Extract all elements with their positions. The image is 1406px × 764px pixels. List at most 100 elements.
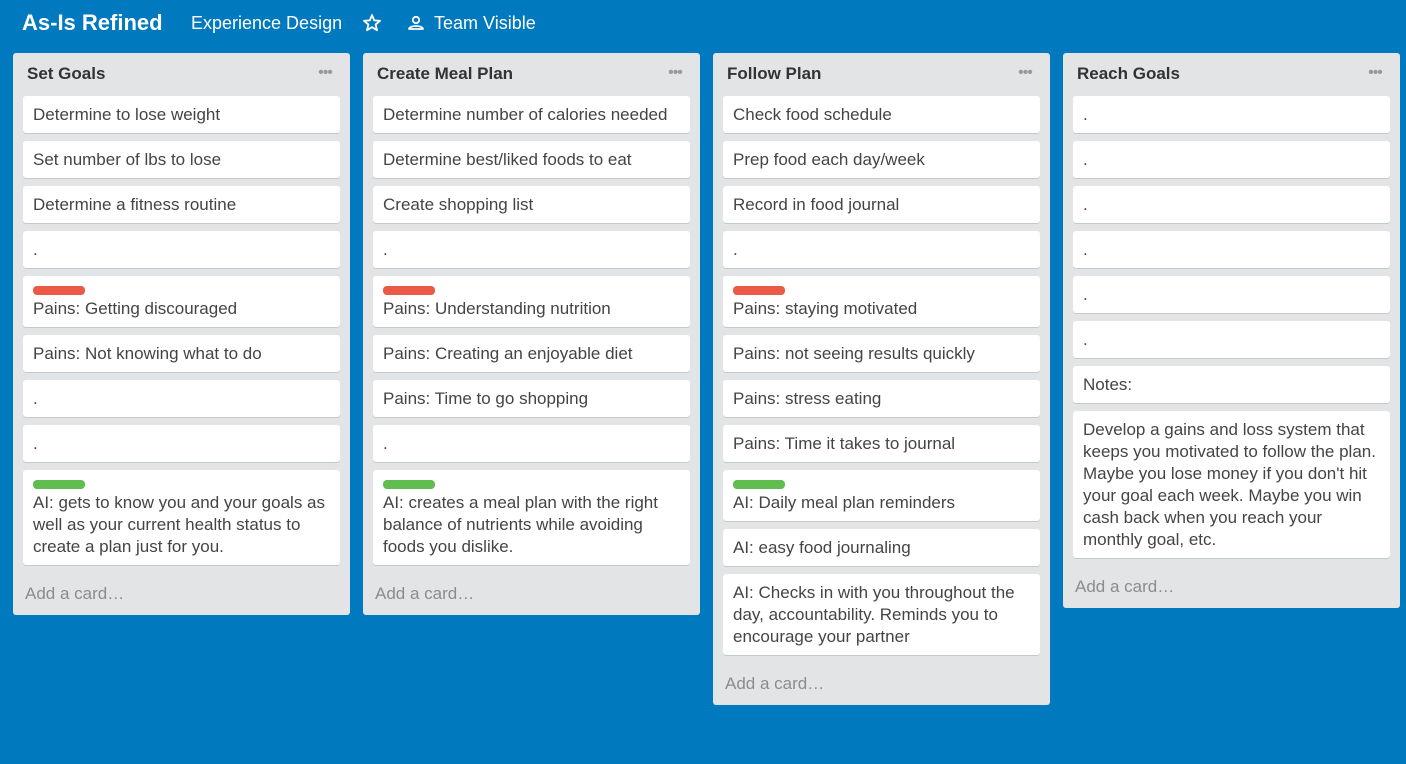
list-follow-plan: Follow Plan ••• Check food schedule Prep… [713,53,1050,705]
list-title[interactable]: Reach Goals [1077,64,1180,83]
card-text: AI: creates a meal plan with the right b… [383,493,658,556]
card-text: . [33,240,38,259]
card-text: Determine a fitness routine [33,195,237,214]
card-text: Pains: Time it takes to journal [733,434,956,453]
card[interactable]: Pains: Getting discouraged [23,276,340,327]
add-card-button[interactable]: Add a card… [375,584,475,603]
card[interactable]: Pains: Not knowing what to do [23,335,340,372]
list-create-meal-plan: Create Meal Plan ••• Determine number of… [363,53,700,615]
card[interactable]: Create shopping list [373,186,690,223]
card-text: Determine number of calories needed [383,105,668,124]
card[interactable]: Record in food journal [723,186,1040,223]
card-text: . [1083,330,1088,349]
card[interactable]: Pains: Time to go shopping [373,380,690,417]
card[interactable]: . [373,425,690,462]
card-text: Pains: Getting discouraged [33,299,238,318]
card-label-red [383,286,435,295]
card[interactable]: Check food schedule [723,96,1040,133]
card[interactable]: Pains: Creating an enjoyable diet [373,335,690,372]
star-icon[interactable] [362,13,382,33]
card[interactable]: . [1073,231,1390,268]
add-card-button[interactable]: Add a card… [25,584,125,603]
card-text: Pains: not seeing results quickly [733,344,975,363]
card-text: Set number of lbs to lose [33,150,222,169]
more-horizontal-icon[interactable]: ••• [318,64,333,81]
card[interactable]: . [1073,276,1390,313]
card-label-red [33,286,85,295]
list-header: Follow Plan ••• [723,53,1040,96]
card-text: Notes: [1083,375,1133,394]
list-title[interactable]: Set Goals [27,64,106,83]
card-text: Pains: staying motivated [733,299,918,318]
card-text: . [1083,105,1088,124]
card-text: . [1083,195,1088,214]
card[interactable]: Pains: Time it takes to journal [723,425,1040,462]
card[interactable]: AI: Checks in with you throughout the da… [723,574,1040,655]
more-horizontal-icon[interactable]: ••• [1368,64,1383,81]
card-text: . [383,434,388,453]
card[interactable]: Pains: stress eating [723,380,1040,417]
list-header: Reach Goals ••• [1073,53,1390,96]
card[interactable]: . [373,231,690,268]
add-card-button[interactable]: Add a card… [725,674,825,693]
add-card-button[interactable]: Add a card… [1075,577,1175,596]
card[interactable]: AI: creates a meal plan with the right b… [373,470,690,565]
list-reach-goals: Reach Goals ••• . . . . . . Notes: Devel… [1063,53,1400,608]
card-label-green [33,480,85,489]
card-text: Develop a gains and loss system that kee… [1083,420,1376,549]
card-text: . [1083,150,1088,169]
card[interactable]: AI: Daily meal plan reminders [723,470,1040,521]
card[interactable]: Develop a gains and loss system that kee… [1073,411,1390,558]
more-horizontal-icon[interactable]: ••• [1018,64,1033,81]
card-text: Pains: stress eating [733,389,882,408]
card[interactable]: Set number of lbs to lose [23,141,340,178]
card-text: . [1083,285,1088,304]
card[interactable]: AI: easy food journaling [723,529,1040,566]
card[interactable]: Prep food each day/week [723,141,1040,178]
card-text: . [733,240,738,259]
list-title[interactable]: Follow Plan [727,64,822,83]
card[interactable]: . [23,425,340,462]
card-text: . [1083,240,1088,259]
board-header: As-Is Refined Experience Design Team Vis… [0,0,1406,46]
card[interactable]: Determine to lose weight [23,96,340,133]
visibility-label: Team Visible [434,12,536,33]
list-header: Create Meal Plan ••• [373,53,690,96]
card-text: AI: gets to know you and your goals as w… [33,493,326,556]
card[interactable]: Pains: not seeing results quickly [723,335,1040,372]
card-text: Prep food each day/week [733,150,925,169]
card[interactable]: Determine number of calories needed [373,96,690,133]
list-set-goals: Set Goals ••• Determine to lose weight S… [13,53,350,615]
card-text: Record in food journal [733,195,900,214]
visibility-button[interactable]: Team Visible [406,11,536,35]
card-label-red [733,286,785,295]
card-text: . [33,389,38,408]
list-title[interactable]: Create Meal Plan [377,64,514,83]
card[interactable]: . [723,231,1040,268]
card[interactable]: Pains: Understanding nutrition [373,276,690,327]
card[interactable]: . [1073,141,1390,178]
card-text: Pains: Understanding nutrition [383,299,611,318]
card[interactable]: Pains: staying motivated [723,276,1040,327]
card[interactable]: Determine best/liked foods to eat [373,141,690,178]
card-text: AI: easy food journaling [733,538,911,557]
card[interactable]: . [23,380,340,417]
card-text: Pains: Creating an enjoyable diet [383,344,633,363]
card[interactable]: . [23,231,340,268]
board-title[interactable]: As-Is Refined [22,10,163,35]
card-text: Determine best/liked foods to eat [383,150,632,169]
list-header: Set Goals ••• [23,53,340,96]
more-horizontal-icon[interactable]: ••• [668,64,683,81]
card[interactable]: Determine a fitness routine [23,186,340,223]
card-text: Create shopping list [383,195,534,214]
card[interactable]: . [1073,186,1390,223]
card-text: Determine to lose weight [33,105,221,124]
card[interactable]: . [1073,321,1390,358]
card-text: Pains: Time to go shopping [383,389,589,408]
card-text: . [383,240,388,259]
card[interactable]: . [1073,96,1390,133]
card-label-green [383,480,435,489]
card[interactable]: Notes: [1073,366,1390,403]
card[interactable]: AI: gets to know you and your goals as w… [23,470,340,565]
board-team-name[interactable]: Experience Design [191,13,343,33]
